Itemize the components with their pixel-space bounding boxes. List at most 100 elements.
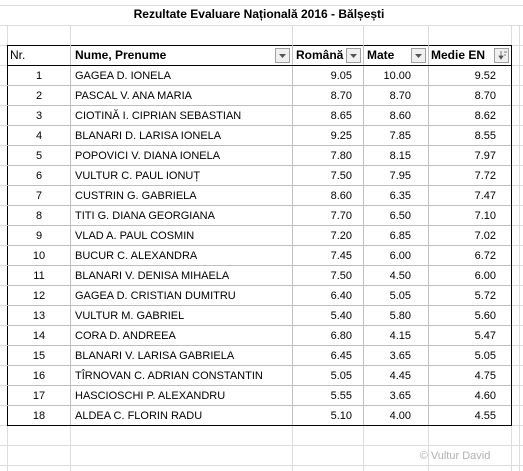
cell-value: 5.60	[475, 310, 496, 322]
cell-value: 6.45	[331, 350, 352, 362]
student-name: BUCUR C. ALEXANDRA	[75, 250, 198, 262]
cell-value: 3.65	[390, 350, 411, 362]
cell-value: 6.35	[390, 190, 411, 202]
cell-value: 12	[33, 290, 45, 302]
cell-value: 1	[36, 70, 42, 82]
filter-button[interactable]	[494, 48, 509, 63]
cell-value: 9.05	[331, 70, 352, 82]
cell-value: 7	[36, 190, 42, 202]
filter-button[interactable]	[275, 48, 290, 63]
cell-value: 7.97	[475, 150, 496, 162]
column-header: Română	[296, 48, 344, 62]
cell-value: 5.10	[331, 410, 352, 422]
cell-value: 5.80	[390, 310, 411, 322]
cell-value: 5	[36, 150, 42, 162]
cell-value: 4.60	[475, 390, 496, 402]
cell-value: 18	[33, 410, 45, 422]
student-name: HASCIOSCHI P. ALEXANDRU	[75, 390, 225, 402]
column-header: Nume, Prenume	[75, 48, 167, 62]
title: Rezultate Evaluare Națională 2016 - Bălș…	[134, 7, 385, 21]
cell-value: 5.55	[331, 390, 352, 402]
student-name: CUSTRIN G. GABRIELA	[75, 190, 197, 202]
cell-value: 3	[36, 110, 42, 122]
cell-value: 7.20	[331, 230, 352, 242]
cell-value: 8.60	[390, 110, 411, 122]
filter-arrow	[279, 54, 286, 58]
student-name: BLANARI V. DENISA MIHAELA	[75, 270, 230, 282]
filter-button[interactable]	[411, 48, 426, 63]
student-name: VLAD A. PAUL COSMIN	[75, 230, 194, 242]
student-name: TÎRNOVAN C. ADRIAN CONSTANTIN	[75, 369, 263, 382]
watermark: © Vultur David	[420, 450, 491, 462]
cell-value: 6.85	[390, 230, 411, 242]
cell-value: 5.40	[331, 310, 352, 322]
student-name: GAGEA D. CRISTIAN DUMITRU	[75, 290, 236, 302]
cell-value: 8.62	[475, 110, 496, 122]
student-name: POPOVICI V. DIANA IONELA	[75, 150, 221, 162]
cell-value: 15	[33, 350, 45, 362]
cell-value: 17	[33, 390, 45, 402]
cell-value: 7.95	[390, 170, 411, 182]
filter-button[interactable]	[346, 48, 361, 63]
cell-value: 8.70	[331, 90, 352, 102]
column-header: Medie EN	[431, 48, 485, 62]
cell-value: 4.00	[390, 410, 411, 422]
sort-icon	[498, 51, 507, 60]
cell-value: 4.55	[475, 410, 496, 422]
cell-value: 4.75	[475, 370, 496, 382]
cell-value: 7.80	[331, 150, 352, 162]
student-name: TITI G. DIANA GEORGIANA	[75, 210, 216, 222]
cell-value: 6	[36, 170, 42, 182]
cell-value: 6.00	[390, 250, 411, 262]
student-name: ALDEA C. FLORIN RADU	[75, 410, 202, 422]
cell-value: 7.50	[331, 170, 352, 182]
table-body	[7, 45, 512, 426]
results-table: Nr. Nume, Prenume Română Mate Medie EN 1 GAGEA…	[7, 45, 512, 426]
cell-value: 16	[33, 370, 45, 382]
cell-value: 14	[33, 330, 45, 342]
cell-value: 8.55	[475, 130, 496, 142]
filter-arrow	[350, 54, 357, 58]
column-header: Mate	[367, 48, 395, 62]
cell-value: 4.45	[390, 370, 411, 382]
cell-value: 5.72	[475, 290, 496, 302]
cell-value: 7.70	[331, 210, 352, 222]
cell-value: 10	[33, 250, 45, 262]
cell-value: 8	[36, 210, 42, 222]
cell-value: 5.05	[331, 370, 352, 382]
cell-value: 7.45	[331, 250, 352, 262]
cell-value: 8.70	[475, 90, 496, 102]
cell-value: 7.02	[475, 230, 496, 242]
student-name: BLANARI D. LARISA IONELA	[75, 130, 222, 142]
cell-value: 5.05	[475, 350, 496, 362]
cell-value: 8.65	[331, 110, 352, 122]
cell-value: 9.52	[475, 70, 496, 82]
cell-value: 9	[36, 230, 42, 242]
cell-value: 6.80	[331, 330, 352, 342]
cell-value: 4	[36, 130, 42, 142]
cell-value: 8.15	[390, 150, 411, 162]
cell-value: 10.00	[383, 70, 411, 82]
cell-value: 8.70	[390, 90, 411, 102]
cell-value: 4.50	[390, 270, 411, 282]
student-name: PASCAL V. ANA MARIA	[75, 90, 193, 102]
cell-value: 6.50	[390, 210, 411, 222]
cell-value: 7.50	[331, 270, 352, 282]
cell-value: 5.47	[475, 330, 496, 342]
cell-value: 5.05	[390, 290, 411, 302]
column-header: Nr.	[10, 48, 25, 62]
cell-value: 4.15	[390, 330, 411, 342]
cell-value: 11	[33, 270, 44, 282]
cell-value: 13	[33, 310, 45, 322]
student-name: CORA D. ANDREEA	[75, 330, 177, 342]
cell-value: 7.47	[475, 190, 496, 202]
cell-value: 9.25	[331, 130, 352, 142]
cell-value: 3.65	[390, 390, 411, 402]
student-name: VULTUR C. PAUL IONUȚ	[75, 170, 200, 182]
student-name: GAGEA D. IONELA	[75, 70, 172, 82]
cell-value: 7.10	[475, 210, 496, 222]
student-name: CIOTINĂ I. CIPRIAN SEBASTIAN	[75, 109, 241, 122]
cell-value: 6.00	[475, 270, 496, 282]
cell-value: 7.72	[475, 170, 496, 182]
